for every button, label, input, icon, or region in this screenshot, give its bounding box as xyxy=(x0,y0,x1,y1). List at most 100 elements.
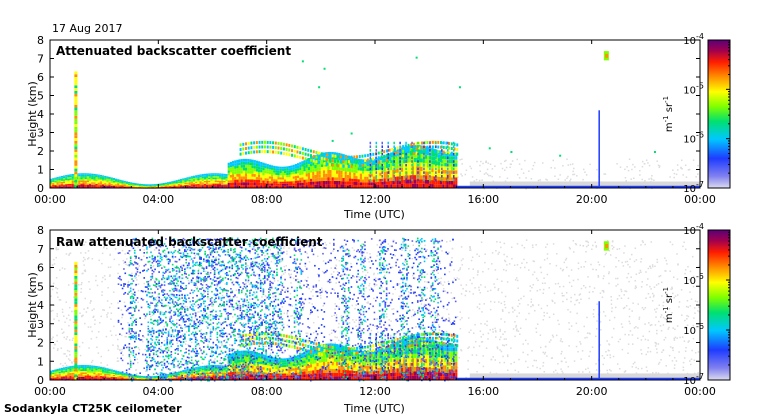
data-cell xyxy=(440,277,442,280)
data-cell xyxy=(102,276,104,279)
data-cell xyxy=(396,164,399,169)
data-cell xyxy=(67,377,70,379)
data-cell xyxy=(377,163,380,167)
data-cell xyxy=(330,332,333,334)
data-cell xyxy=(448,152,451,157)
data-cell xyxy=(365,287,367,289)
data-cell xyxy=(495,250,497,252)
data-cell xyxy=(698,265,701,268)
data-cell xyxy=(164,183,168,185)
data-cell xyxy=(312,295,314,297)
data-cell xyxy=(423,311,426,313)
data-cell xyxy=(305,182,308,186)
data-cell xyxy=(444,152,447,156)
data-cell xyxy=(447,141,449,145)
data-cell xyxy=(355,179,358,183)
data-cell xyxy=(260,161,263,165)
data-cell xyxy=(104,186,107,188)
data-cell xyxy=(74,104,78,108)
data-cell xyxy=(649,265,652,268)
data-cell xyxy=(347,164,350,168)
data-cell xyxy=(203,183,207,186)
data-cell xyxy=(264,185,267,188)
data-cell xyxy=(345,315,347,318)
data-cell xyxy=(240,182,243,186)
data-cell xyxy=(387,175,389,178)
data-cell xyxy=(223,179,226,181)
data-cell xyxy=(403,321,406,324)
data-cell xyxy=(414,183,417,188)
data-cell xyxy=(685,305,688,308)
data-cell xyxy=(316,181,319,185)
data-cell xyxy=(345,164,348,168)
data-cell xyxy=(245,282,247,285)
data-cell xyxy=(523,295,525,298)
data-cell xyxy=(279,185,282,188)
data-cell xyxy=(641,160,644,163)
data-cell xyxy=(149,280,151,282)
data-cell xyxy=(87,257,90,259)
data-cell xyxy=(334,336,336,338)
data-cell xyxy=(561,350,563,353)
data-cell xyxy=(576,175,578,177)
data-cell xyxy=(333,180,337,185)
data-cell xyxy=(323,170,326,174)
data-cell xyxy=(102,185,105,187)
data-cell xyxy=(239,332,242,334)
data-cell xyxy=(391,266,394,268)
data-cell xyxy=(641,281,644,283)
data-cell xyxy=(193,185,196,187)
data-cell xyxy=(91,359,94,362)
data-cell xyxy=(499,176,501,178)
data-cell xyxy=(616,277,619,280)
data-cell xyxy=(277,279,279,282)
data-cell xyxy=(683,357,686,359)
data-cell xyxy=(225,175,228,177)
data-cell xyxy=(291,144,294,148)
data-cell xyxy=(110,318,112,320)
data-cell xyxy=(178,248,180,250)
data-cell xyxy=(667,301,669,304)
data-cell xyxy=(210,305,213,307)
data-cell xyxy=(435,178,437,182)
data-cell xyxy=(566,158,568,160)
data-cell xyxy=(212,343,214,345)
data-cell xyxy=(245,151,247,155)
data-cell xyxy=(377,160,380,164)
data-cell xyxy=(206,185,209,187)
data-cell xyxy=(314,178,317,182)
data-cell xyxy=(430,287,432,289)
data-cell xyxy=(510,347,512,349)
data-cell xyxy=(340,170,343,175)
data-cell xyxy=(139,239,141,242)
data-cell xyxy=(291,149,294,153)
data-cell xyxy=(342,177,345,182)
data-cell xyxy=(78,239,81,242)
data-cell xyxy=(517,287,519,289)
data-cell xyxy=(570,285,573,288)
data-cell xyxy=(403,163,406,168)
data-cell xyxy=(614,306,617,309)
data-cell xyxy=(256,349,259,351)
data-cell xyxy=(561,269,564,272)
data-cell xyxy=(603,357,605,359)
data-cell xyxy=(132,185,135,187)
data-cell xyxy=(74,85,78,89)
data-cell xyxy=(593,315,595,318)
data-cell xyxy=(263,150,266,154)
data-cell xyxy=(118,263,120,266)
data-cell xyxy=(548,341,551,343)
data-cell xyxy=(301,156,304,160)
data-cell xyxy=(561,294,564,297)
data-cell xyxy=(655,343,658,345)
data-cell xyxy=(288,168,291,171)
data-cell xyxy=(307,173,311,177)
data-cell xyxy=(197,181,200,183)
data-cell xyxy=(514,335,516,338)
data-cell xyxy=(664,317,666,320)
data-cell xyxy=(169,182,172,184)
data-cell xyxy=(247,182,250,186)
data-cell xyxy=(522,351,524,354)
data-cell xyxy=(357,170,360,174)
data-cell xyxy=(144,358,147,360)
